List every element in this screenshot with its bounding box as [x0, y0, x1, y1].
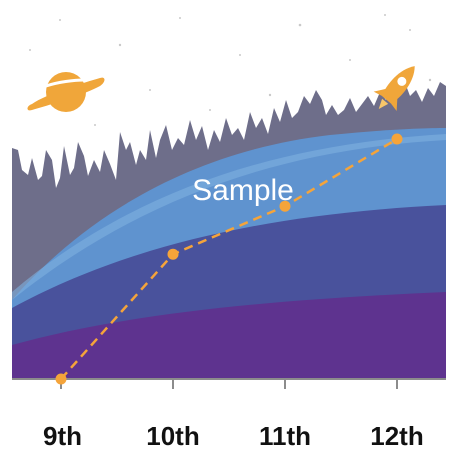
chart-annotation: Sample — [192, 174, 294, 207]
x-axis-tick-labels: 9th 10th 11th 12th — [43, 421, 424, 451]
band-dark — [12, 292, 446, 378]
data-point — [279, 200, 291, 212]
sky-stars — [29, 14, 432, 126]
x-tick-label: 11th — [259, 421, 311, 451]
data-point — [55, 373, 67, 385]
x-axis-ticks — [60, 379, 398, 389]
x-tick-label: 10th — [146, 421, 199, 451]
series-points — [55, 133, 403, 385]
data-point — [391, 133, 403, 145]
data-point — [167, 248, 179, 260]
planet-icon — [27, 72, 105, 112]
x-tick-label: 12th — [370, 421, 423, 451]
x-tick-label: 9th — [43, 421, 82, 451]
series-line — [60, 137, 398, 380]
rocket-icon — [373, 66, 415, 111]
